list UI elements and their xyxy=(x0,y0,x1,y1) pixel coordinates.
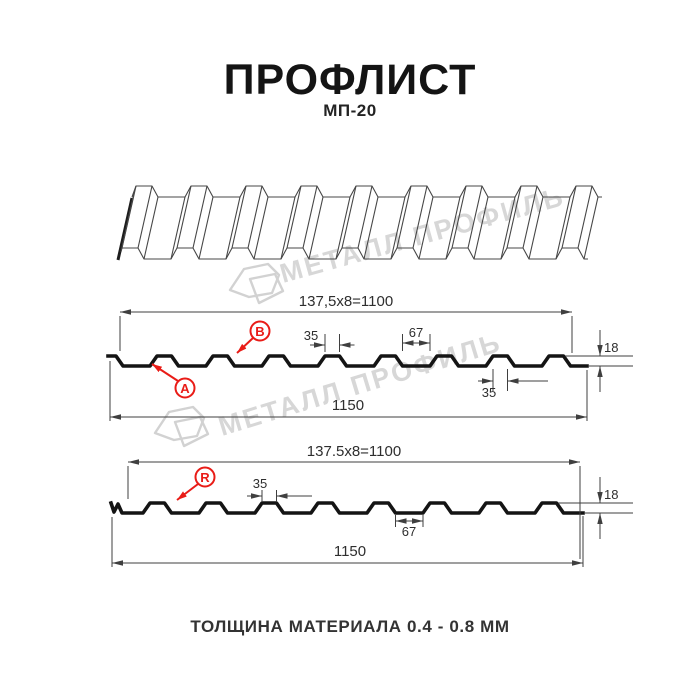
callout-a: A xyxy=(151,363,196,399)
dim-spacing: 67 xyxy=(402,325,431,351)
dim-spacing-value: 67 xyxy=(409,325,423,340)
dim-valley: 67 xyxy=(395,515,424,539)
dim-crest-bottom: 35 xyxy=(478,369,548,400)
dim-coverage: 137,5x8=1100 xyxy=(119,293,573,353)
dim-total-width-value: 1150 xyxy=(332,397,364,414)
callout-r: R xyxy=(176,466,216,501)
callout-r-label: R xyxy=(200,470,210,485)
watermark-lower: МЕТАЛЛ ПРОФИЛЬ xyxy=(153,327,505,448)
profile-outline xyxy=(106,354,589,368)
dim-crest-bottom-value: 35 xyxy=(482,385,496,400)
watermark-brand-text: МЕТАЛЛ ПРОФИЛЬ xyxy=(277,181,569,289)
callout-b-label: B xyxy=(255,324,264,339)
dim-height: 18 xyxy=(558,477,633,539)
dim-valley-value: 67 xyxy=(402,524,416,539)
brand-logo-icon xyxy=(153,405,210,448)
brand-logo-icon xyxy=(228,262,285,305)
dim-crest: 35 xyxy=(247,476,312,502)
page-title: ПРОФЛИСТ xyxy=(223,56,477,104)
sheet-cut-edge xyxy=(116,197,134,261)
dim-height-value: 18 xyxy=(604,487,618,502)
sheet-edge-lip xyxy=(120,192,135,253)
dim-crest-top: 35 xyxy=(304,328,355,352)
dim-height-value: 18 xyxy=(604,340,618,355)
dim-coverage-value: 137.5x8=1100 xyxy=(307,443,401,460)
dim-total-width: 1150 xyxy=(111,516,584,567)
profile-outline xyxy=(108,500,585,515)
dim-total-width-value: 1150 xyxy=(334,543,366,560)
dim-crest-value: 35 xyxy=(253,476,267,491)
dim-coverage-value: 137,5x8=1100 xyxy=(299,293,393,310)
dim-height: 18 xyxy=(565,330,633,392)
cross-section-bottom: 137.5x8=1100 35 67 xyxy=(108,443,633,567)
sheet-3d-sketch xyxy=(116,185,602,261)
callout-b: B xyxy=(236,320,271,354)
dim-coverage: 137.5x8=1100 xyxy=(127,443,581,559)
material-thickness-note: ТОЛЩИНА МАТЕРИАЛА 0.4 - 0.8 ММ xyxy=(190,617,510,636)
dim-total-width: 1150 xyxy=(109,361,588,421)
callout-a-label: A xyxy=(180,381,190,396)
page-subtitle: МП-20 xyxy=(323,101,377,120)
watermark-brand-text: МЕТАЛЛ ПРОФИЛЬ xyxy=(215,327,505,442)
cross-section-top: 137,5x8=1100 35 67 xyxy=(106,293,633,421)
dim-crest-top-value: 35 xyxy=(304,328,318,343)
